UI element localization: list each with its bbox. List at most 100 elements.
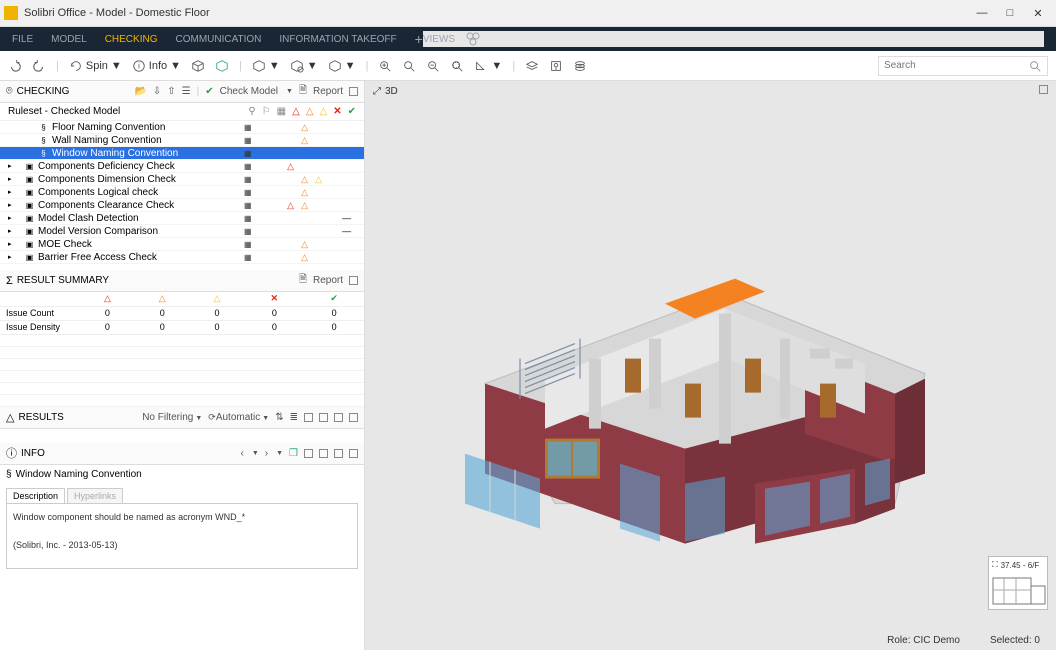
map-marker-icon[interactable]: [549, 59, 563, 73]
severity-yellow-icon: △: [320, 106, 328, 117]
info-prev-icon[interactable]: ‹: [240, 448, 243, 459]
viewport-max-icon[interactable]: [1039, 85, 1048, 94]
redo-button[interactable]: [32, 59, 46, 73]
minimize-button[interactable]: —: [968, 0, 996, 27]
tab-description[interactable]: Description: [6, 488, 65, 503]
zoom-fit-icon[interactable]: [402, 59, 416, 73]
panel-title-results: RESULTS: [18, 412, 63, 423]
menu-file[interactable]: FILE: [12, 34, 33, 45]
maximize-button[interactable]: □: [996, 0, 1024, 27]
rule-row[interactable]: ▸▣MOE Check▦△: [0, 238, 364, 251]
3d-building[interactable]: [425, 183, 945, 563]
rule-row[interactable]: ▸▣Barrier Free Access Check▦△: [0, 251, 364, 264]
minimap-expand-icon[interactable]: ⛶: [992, 560, 998, 570]
grid-icon[interactable]: ▦: [277, 106, 286, 117]
rule-row[interactable]: §Wall Naming Convention▦△: [0, 134, 364, 147]
rule-row[interactable]: ▸▣Model Clash Detection▦—: [0, 212, 364, 225]
summary-report-icon[interactable]: 🗎: [299, 272, 307, 289]
cube-dd-1[interactable]: ▼: [252, 59, 280, 73]
cube-dd-3[interactable]: ▼: [328, 59, 356, 73]
minimap-label: 37.45 - 6/F: [1001, 561, 1040, 570]
check-model-button[interactable]: Check Model: [220, 86, 278, 97]
summary-report-button[interactable]: Report: [313, 275, 343, 286]
tag-icon[interactable]: ⚐: [262, 106, 271, 117]
results-list-icon[interactable]: ≣: [290, 412, 298, 423]
zoom-area-icon[interactable]: [450, 59, 464, 73]
rule-row[interactable]: ▸▣Components Clearance Check▦△△: [0, 199, 364, 212]
panel-max-icon[interactable]: [349, 87, 358, 96]
undo-button[interactable]: [8, 59, 22, 73]
info-box2-icon[interactable]: [319, 449, 328, 458]
stack-icon[interactable]: [573, 59, 587, 73]
col-orange-icon: △: [159, 293, 166, 303]
menu-add[interactable]: +: [415, 31, 423, 47]
rule-glyph-icon: §: [6, 469, 12, 480]
results-tree-icon[interactable]: ⇅: [275, 412, 283, 423]
zoom-in-icon[interactable]: [378, 59, 392, 73]
cube-1-icon[interactable]: [191, 59, 205, 73]
tab-hyperlinks[interactable]: Hyperlinks: [67, 488, 123, 503]
info-max-icon[interactable]: [349, 449, 358, 458]
ruleset-header: Ruleset - Checked Model: [8, 106, 120, 117]
summary-max-icon[interactable]: [349, 276, 358, 285]
results-box3-icon[interactable]: [334, 413, 343, 422]
download-icon[interactable]: ⇩: [153, 86, 161, 97]
checking-icon: ⌾: [6, 85, 13, 98]
col-red-icon: △: [104, 293, 111, 303]
menu-information-takeoff[interactable]: INFORMATION TAKEOFF: [279, 34, 396, 45]
summary-icon: Σ: [6, 275, 13, 287]
severity-ok-icon: ✔: [348, 106, 356, 117]
menu-model[interactable]: MODEL: [51, 34, 87, 45]
search-icon[interactable]: [1028, 59, 1042, 73]
menu-communication[interactable]: COMMUNICATION: [175, 34, 261, 45]
rule-row[interactable]: ▸▣Components Dimension Check▦△△: [0, 173, 364, 186]
no-filtering-dropdown[interactable]: No Filtering▼: [142, 412, 202, 423]
status-selected: Selected: 0: [990, 635, 1040, 646]
cube-2-icon[interactable]: [215, 59, 229, 73]
rule-row[interactable]: ▸▣Components Logical check▦△: [0, 186, 364, 199]
list-icon[interactable]: ☰: [182, 86, 191, 97]
viewport-title: 3D: [385, 86, 398, 97]
cube-dd-2[interactable]: ▼: [290, 59, 318, 73]
views-icon[interactable]: [465, 31, 481, 47]
check-model-icon[interactable]: ✔: [205, 86, 213, 97]
close-button[interactable]: ✕: [1024, 0, 1052, 27]
search-input[interactable]: [884, 60, 1028, 71]
views-label[interactable]: VIEWS: [423, 34, 455, 45]
folder-open-icon[interactable]: 📂: [134, 86, 146, 97]
rule-row[interactable]: §Floor Naming Convention▦△: [0, 121, 364, 134]
layers-icon[interactable]: [525, 59, 539, 73]
viewport-expand-icon[interactable]: ⤢: [373, 86, 381, 97]
rule-row[interactable]: ▸▣Model Version Comparison▦—: [0, 225, 364, 238]
severity-orange-icon: △: [306, 106, 314, 117]
angle-dd-icon[interactable]: ▼: [474, 59, 502, 73]
col-x-icon: ✕: [271, 293, 279, 303]
zoom-out-icon[interactable]: [426, 59, 440, 73]
rule-row[interactable]: §Window Naming Convention▦: [0, 147, 364, 160]
info-box1-icon[interactable]: [304, 449, 313, 458]
results-icon: △: [6, 411, 14, 424]
summary-row-density: Issue Density 00000: [0, 320, 364, 334]
info-next-icon[interactable]: ›: [265, 448, 268, 459]
panel-title-summary: RESULT SUMMARY: [17, 275, 109, 286]
report-icon[interactable]: 🗎: [299, 83, 307, 100]
info-cubes-icon[interactable]: ❒: [289, 448, 298, 459]
info-box3-icon[interactable]: [334, 449, 343, 458]
severity-red-icon: △: [292, 106, 300, 117]
spin-button[interactable]: Spin▼: [69, 59, 122, 73]
results-box2-icon[interactable]: [319, 413, 328, 422]
info-rule-name: Window Naming Convention: [16, 469, 142, 480]
automatic-dropdown[interactable]: ⟳Automatic▼: [208, 412, 269, 423]
upload-icon[interactable]: ⇧: [167, 86, 175, 97]
results-box1-icon[interactable]: [304, 413, 313, 422]
info-button[interactable]: iInfo▼: [132, 59, 181, 73]
results-max-icon[interactable]: [349, 413, 358, 422]
menu-checking[interactable]: CHECKING: [105, 34, 158, 45]
info-description: Window component should be named as acro…: [6, 503, 358, 569]
window-title: Solibri Office - Model - Domestic Floor: [24, 7, 210, 19]
app-icon: [4, 6, 18, 20]
rule-row[interactable]: ▸▣Components Deficiency Check▦△: [0, 160, 364, 173]
link-icon[interactable]: ⚲: [248, 106, 255, 117]
minimap[interactable]: ⛶37.45 - 6/F: [988, 556, 1048, 610]
report-button[interactable]: Report: [313, 86, 343, 97]
